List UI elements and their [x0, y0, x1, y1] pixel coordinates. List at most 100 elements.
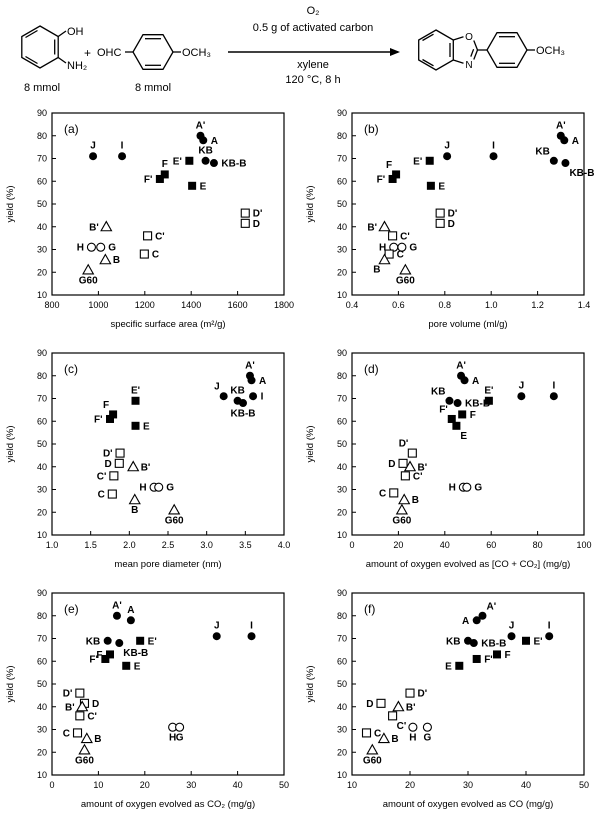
- point-G60: [366, 743, 379, 755]
- point-A: [126, 616, 135, 625]
- point-label-F': F': [94, 414, 103, 425]
- point-A: [472, 616, 481, 625]
- y-tick-label: 30: [37, 245, 47, 255]
- x-tick-label: 1800: [274, 300, 294, 310]
- x-tick-label: 1200: [135, 300, 155, 310]
- product-och3-label: OCH₃: [536, 45, 565, 57]
- point-label-C: C: [374, 728, 381, 739]
- point-C': [388, 711, 398, 721]
- point-label-I: I: [121, 141, 124, 152]
- bond-line: [473, 40, 479, 51]
- reactant1-amount: 8 mmol: [24, 82, 60, 94]
- point-label-J: J: [90, 141, 96, 152]
- x-tick-label: 1.5: [84, 540, 97, 550]
- point-label-B: B: [131, 505, 138, 516]
- point-F': [155, 174, 164, 183]
- point-F: [109, 410, 118, 419]
- point-label-J: J: [214, 382, 220, 393]
- point-A': [112, 611, 121, 620]
- x-tick-label: 40: [233, 780, 243, 790]
- point-E: [122, 661, 131, 670]
- y-tick-label: 50: [37, 679, 47, 689]
- point-label-A: A: [211, 136, 218, 147]
- y-tick-label: 50: [337, 199, 347, 209]
- x-tick-label: 1000: [88, 300, 108, 310]
- y-tick-label: 50: [337, 679, 347, 689]
- point-label-A': A': [112, 600, 122, 611]
- point-label-D: D: [253, 219, 260, 230]
- point-label-C: C: [98, 490, 105, 501]
- point-E: [131, 421, 140, 430]
- y-tick-label: 60: [337, 656, 347, 666]
- point-G: [422, 722, 432, 732]
- point-label-A': A': [556, 120, 566, 131]
- point-C': [109, 471, 119, 481]
- point-D: [398, 458, 408, 468]
- y-tick-label: 40: [337, 222, 347, 232]
- bond-line: [57, 56, 67, 64]
- point-B: [99, 253, 112, 265]
- chart-f: 10 20 30 40 50 10 20 30 40 50 60 70 80 90 (f) amount of…: [305, 588, 589, 810]
- point-label-KB-B: KB-B: [221, 159, 246, 170]
- point-label-C: C: [379, 488, 386, 499]
- point-label-KB: KB: [535, 146, 549, 157]
- point-F: [458, 410, 467, 419]
- point-label-KB: KB: [431, 386, 445, 397]
- point-label-G: G: [166, 483, 174, 494]
- point-label-B': B': [367, 222, 377, 233]
- point-label-E': E': [534, 636, 543, 647]
- point-label-A: A: [127, 605, 134, 616]
- point-label-G60: G60: [79, 275, 98, 286]
- point-label-G: G: [424, 733, 432, 744]
- reaction-arrow: [228, 48, 400, 56]
- point-label-C': C': [397, 721, 407, 732]
- point-label-KB-B: KB-B: [123, 648, 148, 659]
- point-D': [115, 448, 125, 458]
- point-A: [199, 136, 208, 145]
- point-B: [80, 732, 93, 744]
- x-tick-label: 50: [579, 780, 589, 790]
- point-C': [400, 471, 410, 481]
- point-D': [435, 208, 445, 218]
- benzene-ring: [418, 29, 454, 71]
- y-tick-label: 60: [337, 416, 347, 426]
- point-I: [489, 152, 498, 161]
- point-label-KB: KB: [86, 636, 100, 647]
- benzene-ring: [21, 25, 59, 69]
- y-tick-label: 40: [337, 462, 347, 472]
- ohc-label: OHC: [97, 47, 122, 59]
- y-tick-label: 60: [37, 176, 47, 186]
- point-label-G60: G60: [75, 755, 94, 766]
- point-label-H: H: [449, 483, 456, 494]
- reaction-scheme: OH NH₂ 8 mmol + OHC OCH₃ 8 mmol O₂ 0.5 g…: [21, 5, 565, 94]
- arrow-head: [390, 48, 400, 56]
- double-bond: [470, 48, 475, 57]
- point-E: [188, 181, 197, 190]
- y-axis-label: yield (%): [5, 666, 16, 703]
- point-label-J: J: [519, 381, 525, 392]
- point-label-B: B: [391, 734, 398, 745]
- point-label-B': B': [141, 462, 151, 473]
- point-G60: [78, 743, 91, 755]
- point-KB: [445, 396, 454, 405]
- point-label-I: I: [548, 621, 551, 632]
- x-tick-label: 10: [93, 780, 103, 790]
- point-label-A': A': [196, 120, 206, 131]
- point-label-C': C': [155, 231, 165, 242]
- double-bond: [25, 29, 38, 39]
- x-tick-label: 1.4: [578, 300, 591, 310]
- y-tick-label: 10: [337, 290, 347, 300]
- point-label-F: F: [386, 160, 392, 171]
- point-D: [435, 218, 445, 228]
- point-C: [139, 249, 149, 259]
- benzene-ring: [132, 34, 174, 70]
- point-F': [472, 654, 481, 663]
- x-tick-label: 0.4: [346, 300, 359, 310]
- point-B': [378, 220, 391, 232]
- oxazole-o-atom: O: [465, 32, 473, 43]
- x-tick-label: 80: [533, 540, 543, 550]
- charts-grid: 800 1000 1200 1400 1600 1800 10 20 30 40 50 60 70 80 9…: [0, 101, 600, 821]
- point-E': [425, 156, 434, 165]
- point-label-E': E': [413, 156, 422, 167]
